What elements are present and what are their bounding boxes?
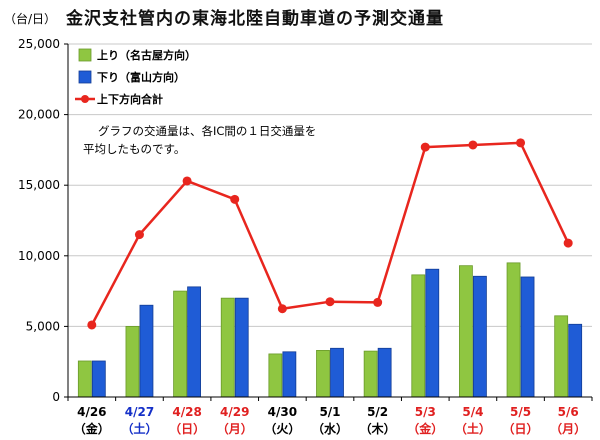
bar-up xyxy=(459,265,473,398)
x-category-day: （木） xyxy=(360,421,396,436)
x-category-date: 5/4 xyxy=(462,405,483,419)
bar-down xyxy=(91,360,106,398)
bar-down xyxy=(282,351,297,398)
x-category-day: （金） xyxy=(74,421,110,436)
total-point xyxy=(182,176,192,186)
total-point xyxy=(563,238,573,248)
x-category-day: （土） xyxy=(121,421,157,436)
x-category-day: （土） xyxy=(455,421,491,436)
total-line-series xyxy=(87,138,573,330)
note-line-1: グラフの交通量は、各IC間の１日交通量を xyxy=(98,124,316,138)
x-category-day: （火） xyxy=(264,421,300,436)
total-point xyxy=(468,140,478,150)
bar-down xyxy=(520,276,535,398)
bar-up xyxy=(554,315,569,398)
legend-label-down: 下り（富山方向） xyxy=(97,70,185,84)
legend-marker-total xyxy=(81,95,89,103)
chart-title: 金沢支社管内の東海北陸自動車道の予測交通量 xyxy=(66,9,444,29)
bar-up xyxy=(316,350,330,398)
x-category-date: 5/1 xyxy=(319,405,340,419)
grid-lines xyxy=(64,43,592,398)
legend-swatch-down xyxy=(78,70,92,84)
x-category-day: （日） xyxy=(503,421,539,436)
x-category-date: 5/3 xyxy=(415,405,436,419)
x-category-date: 4/27 xyxy=(125,405,154,419)
y-tick-labels: 0 5,000 10,000 15,000 20,000 25,000 xyxy=(18,37,60,404)
x-category-day: （水） xyxy=(312,421,348,436)
x-category-labels: 4/26 （金） 4/27 （土） 4/28 （日） 4/29 （月） 4/30 （火） 5/1 （水… xyxy=(74,405,586,436)
total-point xyxy=(134,230,144,240)
x-category-date: 4/28 xyxy=(172,405,201,419)
bar-series xyxy=(77,262,583,398)
x-category-date: 4/29 xyxy=(220,405,249,419)
y-tick-label: 15,000 xyxy=(18,178,60,192)
total-point xyxy=(420,142,430,152)
bar-up xyxy=(363,350,378,398)
bar-down xyxy=(234,297,249,398)
y-tick-label: 5,000 xyxy=(26,319,60,333)
bar-down xyxy=(377,347,392,398)
x-category-day: （月） xyxy=(550,421,586,436)
chart-note: グラフの交通量は、各IC間の１日交通量を 平均したものです。 xyxy=(83,124,316,156)
bar-up xyxy=(411,274,426,398)
y-axis-unit-label: （台/日） xyxy=(4,12,57,26)
y-tick-label: 20,000 xyxy=(18,108,60,122)
legend-label-up: 上り（名古屋方向） xyxy=(97,48,196,62)
bar-up xyxy=(506,262,521,398)
x-category-date: 5/2 xyxy=(367,405,388,419)
bar-up xyxy=(220,297,235,398)
x-category-day: （金） xyxy=(407,421,443,436)
bar-down xyxy=(473,275,487,398)
legend-label-total: 上下方向合計 xyxy=(97,92,163,106)
y-tick-label: 25,000 xyxy=(18,37,60,51)
legend: 上り（名古屋方向） 下り（富山方向） 上下方向合計 xyxy=(75,48,196,106)
total-point xyxy=(87,320,97,330)
bar-down xyxy=(425,268,440,398)
x-category-date: 5/5 xyxy=(510,405,531,419)
note-line-2: 平均したものです。 xyxy=(83,142,185,156)
x-category-date: 4/30 xyxy=(268,405,297,419)
bar-up xyxy=(173,290,187,398)
bar-up xyxy=(77,360,92,398)
bar-down xyxy=(187,286,201,398)
bar-up xyxy=(268,353,283,398)
x-category-day: （月） xyxy=(217,421,253,436)
total-point xyxy=(516,138,526,148)
total-point xyxy=(373,297,383,307)
legend-swatch-up xyxy=(78,48,92,62)
x-category-date: 4/26 xyxy=(77,405,106,419)
y-tick-label: 0 xyxy=(52,390,60,404)
bar-up xyxy=(125,325,140,398)
x-category-day: （日） xyxy=(169,421,205,436)
total-point xyxy=(277,304,287,314)
axes xyxy=(67,44,593,401)
bar-down xyxy=(139,304,154,398)
total-point xyxy=(230,194,240,204)
y-tick-label: 10,000 xyxy=(18,249,60,263)
bar-down xyxy=(330,347,344,398)
x-category-date: 5/6 xyxy=(558,405,579,419)
total-point xyxy=(325,297,335,307)
bar-down xyxy=(568,323,583,398)
